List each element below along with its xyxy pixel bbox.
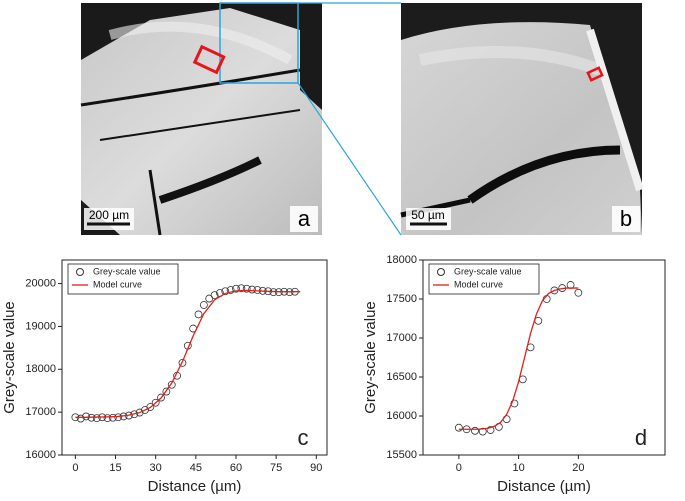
x-tick-label: 15 bbox=[109, 462, 121, 474]
data-point bbox=[103, 414, 112, 423]
plot-frame bbox=[61, 259, 328, 456]
data-point bbox=[108, 413, 117, 422]
connector bbox=[297, 82, 402, 236]
y-tick-label: 16000 bbox=[386, 410, 417, 422]
y-tick-label: 15500 bbox=[386, 449, 417, 461]
y-tick-label: 20000 bbox=[25, 277, 56, 289]
y-tick-label: 17000 bbox=[386, 332, 417, 344]
legend-marker bbox=[76, 268, 84, 276]
y-tick-label: 17500 bbox=[386, 293, 417, 305]
data-point bbox=[566, 281, 575, 289]
data-point bbox=[574, 288, 583, 297]
data-point bbox=[486, 426, 495, 434]
data-point bbox=[167, 380, 176, 389]
x-axis-title: Distance (µm) bbox=[148, 478, 242, 495]
x-tick-label: 45 bbox=[190, 462, 202, 474]
plot-frame bbox=[422, 259, 666, 456]
data-point bbox=[205, 294, 214, 303]
x-tick-label: 10 bbox=[512, 462, 524, 474]
scale-label: 50 µm bbox=[411, 208, 445, 222]
panel-label: b bbox=[620, 206, 632, 231]
model-curve bbox=[75, 289, 301, 418]
legend-box bbox=[67, 263, 179, 295]
x-tick-label: 30 bbox=[150, 462, 162, 474]
data-point bbox=[92, 414, 101, 423]
data-point bbox=[151, 398, 160, 407]
data-point bbox=[199, 301, 208, 309]
scale-label: 200 µm bbox=[89, 208, 129, 222]
data-point bbox=[162, 387, 171, 396]
image-b bbox=[400, 3, 644, 236]
data-point bbox=[178, 358, 187, 367]
panel-label: d bbox=[635, 425, 647, 450]
data-point bbox=[248, 285, 256, 294]
data-point bbox=[157, 393, 165, 402]
data-point bbox=[454, 423, 463, 432]
legend-marker bbox=[437, 268, 445, 276]
legend-box bbox=[428, 263, 540, 295]
y-tick-label: 18000 bbox=[386, 254, 417, 266]
x-tick-label: 0 bbox=[456, 462, 462, 474]
x-axis-title: Distance (µm) bbox=[497, 478, 591, 495]
x-tick-label: 20 bbox=[572, 462, 584, 474]
y-axis-title: Grey-scale value bbox=[1, 301, 18, 414]
image-a bbox=[80, 2, 322, 236]
x-tick-label: 90 bbox=[310, 462, 322, 474]
data-point bbox=[82, 412, 90, 421]
data-point bbox=[478, 427, 487, 436]
data-point bbox=[146, 403, 155, 411]
data-point bbox=[194, 310, 203, 319]
model-curve bbox=[458, 287, 579, 430]
y-tick-label: 17000 bbox=[25, 406, 56, 418]
legend-label: Grey-scale value bbox=[454, 266, 522, 276]
y-tick-label: 16000 bbox=[25, 449, 56, 461]
x-tick-label: 0 bbox=[72, 462, 78, 474]
data-point bbox=[232, 284, 240, 293]
data-point bbox=[253, 286, 262, 294]
data-point bbox=[135, 408, 144, 417]
data-point bbox=[550, 286, 559, 295]
x-tick-label: 75 bbox=[270, 462, 282, 474]
data-point bbox=[114, 413, 123, 422]
legend-label: Grey-scale value bbox=[93, 266, 161, 276]
data-point bbox=[210, 291, 219, 300]
legend-label: Model curve bbox=[454, 279, 503, 289]
legend-label: Model curve bbox=[93, 279, 142, 289]
data-point bbox=[534, 316, 543, 325]
y-tick-label: 16500 bbox=[386, 371, 417, 383]
data-point bbox=[226, 286, 235, 294]
data-point bbox=[237, 284, 246, 293]
data-point bbox=[242, 284, 251, 293]
panel-label: a bbox=[298, 206, 311, 231]
y-tick-label: 19000 bbox=[25, 320, 56, 332]
y-axis-title: Grey-scale value bbox=[362, 301, 379, 414]
data-point bbox=[471, 426, 479, 435]
x-tick-label: 60 bbox=[230, 462, 242, 474]
y-tick-label: 18000 bbox=[25, 363, 56, 375]
panel-label: c bbox=[298, 425, 309, 450]
data-point bbox=[221, 287, 230, 296]
data-point bbox=[76, 414, 85, 423]
